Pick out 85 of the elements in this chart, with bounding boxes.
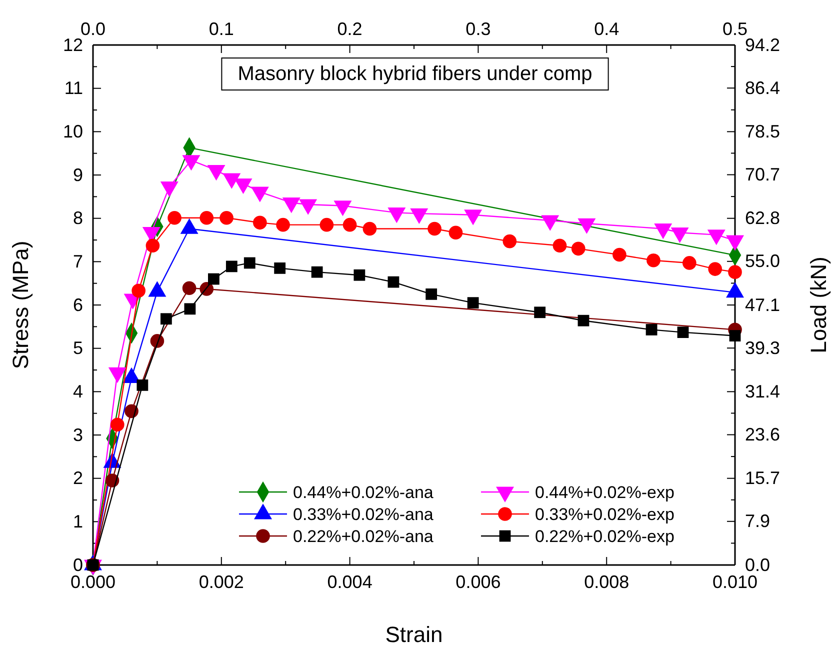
point bbox=[342, 218, 357, 232]
y-tick-label: 3 bbox=[72, 424, 83, 445]
legend-label: 0.33%+0.02%-exp bbox=[535, 505, 674, 524]
x2-tick-label: 0.3 bbox=[466, 19, 491, 39]
point bbox=[320, 218, 334, 232]
legend-label: 0.44%+0.02%-ana bbox=[293, 483, 434, 502]
legend-label: 0.33%+0.02%-ana bbox=[293, 505, 434, 524]
point bbox=[677, 326, 689, 338]
x2-tick-label: 0.2 bbox=[337, 19, 362, 39]
x-tick-label: 0.002 bbox=[198, 572, 244, 592]
point bbox=[208, 273, 220, 285]
point bbox=[729, 330, 741, 342]
y-tick-label: 6 bbox=[72, 294, 83, 315]
point bbox=[226, 260, 238, 272]
x2-tick-label: 0.0 bbox=[80, 19, 106, 39]
point bbox=[448, 226, 463, 240]
y-tick-label: 1 bbox=[72, 511, 83, 532]
y-tick-label: 10 bbox=[62, 121, 83, 142]
point bbox=[354, 269, 366, 281]
x2-tick-label: 0.1 bbox=[208, 19, 234, 39]
x2-tick-label: 0.5 bbox=[722, 19, 748, 39]
y-tick-label: 11 bbox=[64, 78, 83, 98]
point bbox=[502, 234, 517, 248]
point bbox=[571, 242, 586, 256]
point bbox=[428, 222, 442, 236]
y-tick-label: 12 bbox=[62, 34, 83, 55]
point bbox=[182, 281, 196, 295]
x-tick-label: 0.006 bbox=[456, 572, 501, 592]
y-tick-label: 4 bbox=[72, 381, 83, 402]
point bbox=[426, 288, 438, 300]
x-tick-label: 0.008 bbox=[584, 572, 630, 592]
point bbox=[467, 297, 479, 309]
point bbox=[253, 216, 267, 230]
legend-label: 0.44%+0.02%-exp bbox=[535, 483, 674, 502]
y-tick-label: 8 bbox=[72, 208, 83, 228]
point bbox=[708, 262, 722, 276]
x-axis-title: Strain bbox=[385, 622, 443, 647]
point bbox=[276, 218, 290, 232]
y2-tick-label: 78.5 bbox=[745, 121, 780, 142]
y2-axis-title: Load (kN) bbox=[806, 256, 831, 354]
y2-tick-label: 39.3 bbox=[745, 338, 780, 358]
point bbox=[160, 313, 172, 325]
y2-tick-label: 23.6 bbox=[745, 424, 780, 444]
point bbox=[274, 262, 286, 274]
x-tick-label: 0.004 bbox=[327, 572, 372, 592]
y-tick-label: 2 bbox=[72, 468, 83, 488]
y-tick-label: 9 bbox=[72, 164, 83, 185]
point bbox=[244, 257, 256, 269]
point bbox=[578, 314, 590, 326]
x2-tick-label: 0.4 bbox=[594, 19, 620, 39]
y2-tick-label: 47.1 bbox=[745, 294, 780, 315]
point bbox=[388, 276, 400, 288]
y-tick-label: 7 bbox=[72, 251, 83, 272]
point bbox=[105, 474, 120, 488]
point bbox=[311, 266, 323, 278]
point bbox=[110, 418, 124, 432]
point bbox=[552, 238, 567, 253]
y2-tick-label: 31.4 bbox=[745, 381, 780, 402]
point bbox=[682, 256, 696, 270]
y2-tick-label: 7.9 bbox=[745, 511, 770, 532]
legend-label: 0.22%+0.02%-exp bbox=[535, 527, 674, 546]
y2-tick-label: 55.0 bbox=[745, 251, 780, 272]
legend-label: 0.22%+0.02%-ana bbox=[293, 527, 434, 546]
point bbox=[200, 211, 214, 225]
y2-tick-label: 70.7 bbox=[745, 164, 780, 184]
point bbox=[124, 404, 138, 418]
point bbox=[220, 211, 234, 225]
y-tick-label: 5 bbox=[72, 338, 83, 358]
point bbox=[146, 238, 160, 253]
point bbox=[132, 284, 146, 298]
point bbox=[362, 222, 377, 236]
y2-tick-label: 94.2 bbox=[745, 34, 780, 55]
point bbox=[168, 211, 182, 225]
point bbox=[136, 379, 148, 391]
point bbox=[728, 265, 742, 279]
point bbox=[612, 248, 626, 262]
y2-tick-label: 15.7 bbox=[745, 468, 780, 488]
y2-tick-label: 62.8 bbox=[745, 208, 780, 228]
y-axis-title: Stress (MPa) bbox=[8, 240, 33, 370]
point bbox=[534, 306, 546, 318]
point bbox=[646, 253, 660, 268]
point bbox=[184, 303, 196, 315]
point bbox=[646, 324, 658, 336]
y2-tick-label: 86.4 bbox=[745, 78, 780, 98]
text: Masonry block hybrid fibers under comp bbox=[238, 63, 592, 85]
